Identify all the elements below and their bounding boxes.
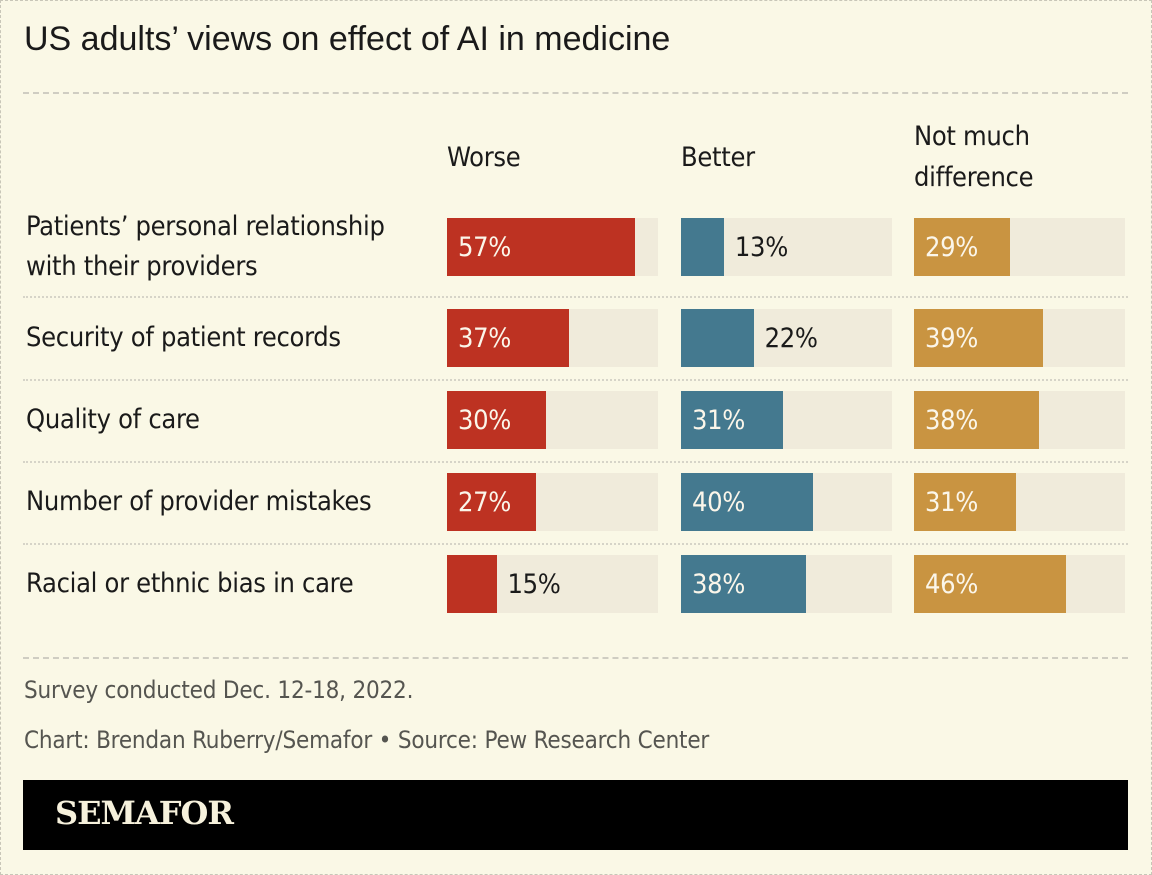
- column-header-line: difference: [914, 162, 1034, 193]
- column-header: Not much difference: [914, 116, 1034, 198]
- row-label-line: Patients’ personal relationship: [26, 211, 385, 242]
- data-label: 57%: [458, 231, 512, 263]
- data-label: 29%: [925, 231, 979, 263]
- bar-worse: [447, 473, 537, 531]
- column-header: Better: [681, 137, 755, 178]
- row-label: Racial or ethnic bias in care: [26, 564, 354, 604]
- bar-track: 27%: [447, 473, 658, 531]
- bar-track: 30%: [447, 391, 658, 449]
- row-label-line: with their providers: [26, 251, 258, 282]
- bar-track: 13%: [681, 218, 892, 276]
- data-label: 27%: [458, 486, 512, 518]
- data-label: 13%: [734, 231, 788, 263]
- bar-worse: [447, 309, 570, 367]
- column-header-line: Not much: [914, 121, 1030, 152]
- bar-track: 46%: [914, 555, 1125, 613]
- bar-track: 31%: [914, 473, 1125, 531]
- column-header-line: Better: [681, 142, 755, 173]
- bar-track: 57%: [447, 218, 658, 276]
- bar-worse: [447, 391, 546, 449]
- bar-not-much-difference: [914, 555, 1066, 613]
- row-separator: [23, 543, 1128, 545]
- row-label: Security of patient records: [26, 318, 341, 358]
- row-label: Number of provider mistakes: [26, 482, 372, 522]
- data-label: 31%: [925, 486, 979, 518]
- row-label: Patients’ personal relationship with thei…: [26, 207, 385, 287]
- title-divider: [23, 92, 1128, 94]
- data-label: 40%: [692, 486, 746, 518]
- data-label: 30%: [458, 404, 512, 436]
- row-separator: [23, 461, 1128, 463]
- data-label: 39%: [925, 322, 979, 354]
- bar-better: [681, 218, 724, 276]
- data-label: 38%: [925, 404, 979, 436]
- row-label-line: Security of patient records: [26, 322, 341, 353]
- bar-track: 37%: [447, 309, 658, 367]
- bar-not-much-difference: [914, 309, 1043, 367]
- bar-better: [681, 309, 754, 367]
- chart-title: US adults’ views on effect of AI in medi…: [24, 20, 671, 58]
- data-label: 38%: [692, 568, 746, 600]
- bar-track: 29%: [914, 218, 1125, 276]
- row-label-line: Number of provider mistakes: [26, 486, 372, 517]
- bar-not-much-difference: [914, 218, 1010, 276]
- bar-track: 31%: [681, 391, 892, 449]
- bar-track: 40%: [681, 473, 892, 531]
- bar-track: 15%: [447, 555, 658, 613]
- bar-worse: [447, 218, 636, 276]
- bar-track: 22%: [681, 309, 892, 367]
- brand-bar: SEMAFOR: [23, 780, 1128, 850]
- data-label: 31%: [692, 404, 746, 436]
- column-header-line: Worse: [447, 142, 521, 173]
- data-label: 37%: [458, 322, 512, 354]
- row-label-line: Quality of care: [26, 404, 200, 435]
- column-header: Worse: [447, 137, 521, 178]
- bar-track: 38%: [681, 555, 892, 613]
- row-separator: [23, 379, 1128, 381]
- survey-note: Survey conducted Dec. 12-18, 2022.: [24, 676, 414, 704]
- data-label: 15%: [507, 568, 561, 600]
- data-label: 22%: [764, 322, 818, 354]
- bar-track: 38%: [914, 391, 1125, 449]
- row-separator: [23, 296, 1128, 298]
- footer-divider: [23, 657, 1128, 659]
- bar-better: [681, 555, 807, 613]
- bar-not-much-difference: [914, 473, 1017, 531]
- data-label: 46%: [925, 568, 979, 600]
- bar-better: [681, 391, 784, 449]
- bar-track: 39%: [914, 309, 1125, 367]
- row-label-line: Racial or ethnic bias in care: [26, 568, 354, 599]
- credit-line: Chart: Brendan Ruberry/Semafor • Source:…: [24, 726, 710, 754]
- bar-worse: [447, 555, 497, 613]
- bar-better: [681, 473, 813, 531]
- row-label: Quality of care: [26, 400, 200, 440]
- bar-not-much-difference: [914, 391, 1040, 449]
- semafor-logo: SEMAFOR: [55, 794, 234, 832]
